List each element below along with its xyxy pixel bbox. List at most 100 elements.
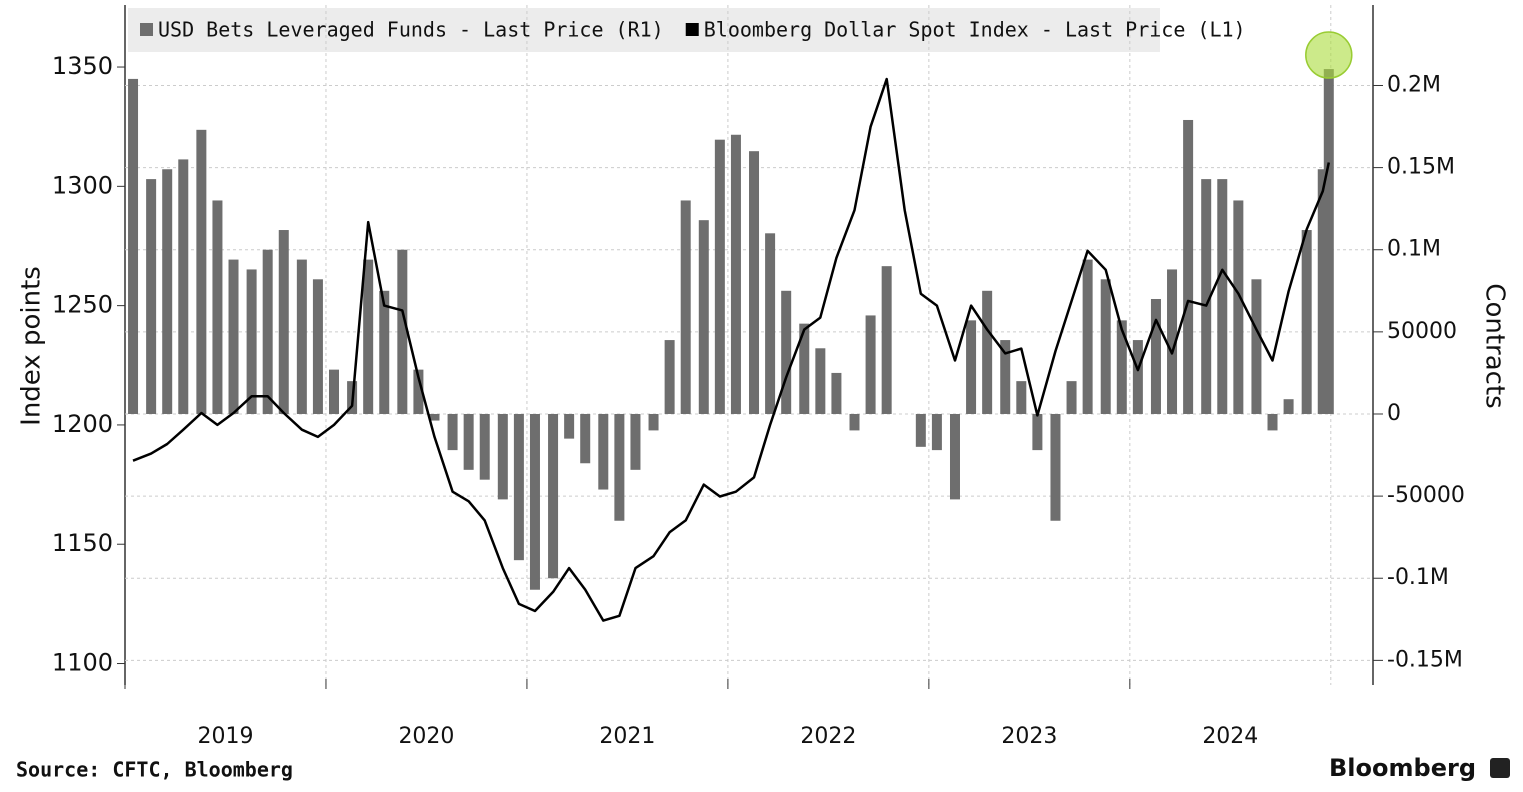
bar — [1233, 200, 1244, 414]
y2-tick-label: 0.15M — [1387, 155, 1455, 180]
bar — [1066, 381, 1077, 414]
bar — [564, 413, 575, 439]
bar — [1183, 119, 1194, 414]
bar — [128, 78, 139, 414]
bar — [831, 372, 842, 414]
bar — [447, 413, 458, 451]
bar — [1050, 413, 1061, 521]
bar — [949, 413, 960, 500]
bar — [664, 340, 675, 414]
bar — [363, 259, 374, 414]
y-tick-label: 1300 — [52, 171, 113, 199]
brand-icon — [1490, 758, 1510, 778]
bar — [379, 290, 390, 414]
bar — [1167, 269, 1178, 414]
bar — [1251, 279, 1262, 414]
y2-tick-label: 0 — [1387, 401, 1401, 426]
legend-swatch — [140, 23, 153, 36]
bar — [680, 200, 691, 414]
bar — [1000, 340, 1011, 414]
bar — [278, 230, 289, 414]
bar — [497, 413, 508, 500]
bar — [1217, 179, 1228, 414]
bar — [931, 413, 942, 451]
legend-background — [128, 8, 1160, 52]
y-tick-label: 1350 — [52, 52, 113, 80]
x-tick-label: 2020 — [398, 724, 454, 749]
bar — [146, 179, 157, 414]
legend-swatch — [685, 23, 699, 36]
line — [132, 77, 1331, 622]
bar — [397, 249, 408, 414]
bar — [1150, 299, 1161, 414]
x-tick-label: 2024 — [1202, 724, 1258, 749]
source: Source: CFTC, Bloomberg — [16, 758, 293, 782]
bar — [1082, 259, 1093, 414]
y2-tick-label: -50000 — [1387, 483, 1465, 508]
bar — [1016, 381, 1027, 414]
y2-tick-label: 50000 — [1387, 319, 1457, 344]
bar — [881, 266, 892, 414]
bar — [749, 151, 760, 414]
bar — [865, 315, 876, 414]
bar — [765, 233, 776, 414]
bar — [1116, 320, 1127, 414]
bar — [1267, 413, 1278, 431]
bar — [1132, 340, 1143, 414]
y2-axis-label: Contracts — [1480, 283, 1510, 408]
bar — [212, 200, 223, 414]
bar — [1100, 279, 1111, 414]
y2-tick-label: 0.2M — [1387, 72, 1441, 97]
bar — [548, 413, 559, 579]
bar — [1301, 230, 1312, 414]
bar — [312, 279, 323, 414]
x-tick-label: 2021 — [599, 724, 655, 749]
x-tick-label: 2019 — [197, 724, 253, 749]
bar — [429, 413, 440, 421]
y-tick-label: 1250 — [52, 291, 113, 319]
bar — [982, 290, 993, 414]
highlight-circle — [1305, 31, 1353, 79]
bar — [966, 320, 977, 414]
legend-label: Bloomberg Dollar Spot Index - Last Price… — [704, 18, 1246, 42]
bar — [162, 169, 173, 414]
bar — [513, 413, 524, 561]
bar — [296, 259, 307, 414]
y2-tick-label: 0.1M — [1387, 237, 1441, 262]
bar — [479, 413, 490, 480]
y-tick-label: 1100 — [52, 649, 113, 677]
legend-label: USD Bets Leveraged Funds - Last Price (R… — [158, 18, 664, 42]
bar — [1201, 179, 1212, 414]
bar — [413, 369, 424, 414]
bar — [698, 220, 709, 414]
y2-tick-label: -0.15M — [1387, 647, 1463, 672]
bar — [614, 413, 625, 521]
bar — [714, 139, 725, 414]
bar — [1317, 169, 1328, 414]
bar — [1283, 399, 1294, 414]
bar — [228, 259, 239, 414]
bar — [915, 413, 926, 447]
bar — [648, 413, 659, 431]
bar — [178, 159, 189, 414]
bar — [598, 413, 609, 490]
y-tick-label: 1200 — [52, 410, 113, 438]
bar — [196, 129, 207, 414]
y-axis-label: Index points — [17, 266, 47, 426]
bar — [529, 413, 540, 590]
x-tick-label: 2023 — [1001, 724, 1057, 749]
bar — [246, 269, 257, 414]
bar — [849, 413, 860, 431]
x-tick-label: 2022 — [800, 724, 856, 749]
bar — [329, 369, 340, 414]
bar — [1032, 413, 1043, 451]
y-tick-label: 1150 — [52, 529, 113, 557]
bar — [580, 413, 591, 464]
bar — [630, 413, 641, 470]
bar — [730, 134, 741, 414]
bar — [463, 413, 474, 470]
bar — [799, 323, 810, 414]
brand: Bloomberg — [1329, 754, 1476, 782]
bar — [262, 249, 273, 414]
